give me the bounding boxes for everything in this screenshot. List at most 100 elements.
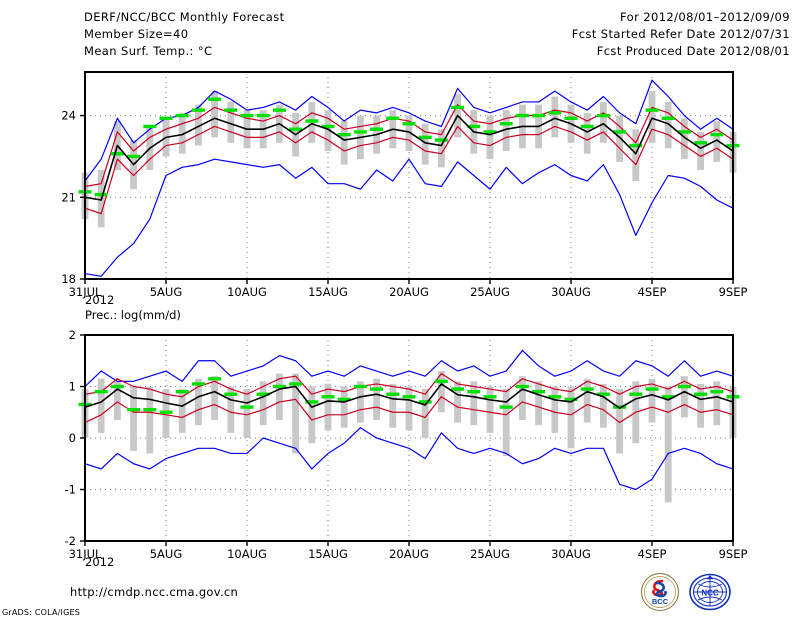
spread-bar xyxy=(616,115,624,162)
spread-bar xyxy=(697,383,705,428)
x-tick-label: 30AUG xyxy=(551,285,591,299)
spread-bar xyxy=(259,381,267,426)
spread-bar xyxy=(227,101,235,143)
spread-bar xyxy=(599,101,607,143)
spread-bar xyxy=(308,386,316,444)
spread-bar xyxy=(470,381,478,426)
forecast-period-label: For 2012/08/01–2012/09/09 xyxy=(620,10,790,24)
spread-bar xyxy=(356,381,364,423)
spread-bar xyxy=(680,118,688,160)
spread-bar xyxy=(664,101,672,149)
grads-credit: GrADS: COLA/IGES xyxy=(2,608,81,617)
spread-bar xyxy=(567,386,575,449)
x-tick-label: 15AUG xyxy=(308,547,348,561)
y-tick-label: -2 xyxy=(65,534,76,548)
x-tick-label: 15AUG xyxy=(308,285,348,299)
series-line xyxy=(84,383,734,409)
website-url[interactable]: http://cmdp.ncc.cma.gov.cn xyxy=(70,585,239,599)
spread-bar xyxy=(502,110,510,151)
spread-bar xyxy=(340,121,348,165)
spread-bar xyxy=(178,112,186,154)
spread-bar xyxy=(437,371,445,413)
x-tick-label: 31JUL xyxy=(69,547,102,561)
spread-bar xyxy=(275,373,283,420)
x-tick-label: 5AUG xyxy=(150,547,183,561)
bottom-axis-year-label: 2012 xyxy=(85,555,115,569)
bcc-logo: BCC xyxy=(640,572,680,616)
series-line xyxy=(84,349,734,387)
y-tick-label: 18 xyxy=(61,272,76,286)
x-tick-label: 9SEP xyxy=(719,285,748,299)
ncc-logo-text: NCC xyxy=(701,589,719,598)
series-line xyxy=(84,427,734,491)
spread-bar xyxy=(616,389,624,454)
spread-bar xyxy=(194,104,202,146)
spread-bar xyxy=(194,378,202,426)
y-tick-label: -1 xyxy=(65,483,76,497)
page-title: DERF/NCC/BCC Monthly Forecast xyxy=(84,10,285,24)
x-tick-label: 4SEP xyxy=(638,547,667,561)
plot-background xyxy=(85,72,733,279)
spread-bar xyxy=(373,378,381,420)
spread-bar xyxy=(437,129,445,168)
spread-bar xyxy=(113,381,121,420)
spread-bar xyxy=(292,373,300,454)
top-chart-variable-label: Mean Surf. Temp.: °C xyxy=(84,44,213,58)
x-tick-label: 25AUG xyxy=(470,547,510,561)
spread-bar xyxy=(421,389,429,438)
series-line xyxy=(84,125,734,215)
spread-bar xyxy=(486,386,494,433)
spread-bar xyxy=(502,389,510,457)
bcc-logo-text: BCC xyxy=(652,597,669,606)
spread-bar xyxy=(551,386,559,433)
spread-bar xyxy=(583,112,591,154)
spread-bar xyxy=(405,115,413,151)
spread-bar xyxy=(680,376,688,418)
spread-bar xyxy=(243,389,251,438)
y-tick-label: 21 xyxy=(61,190,76,204)
spread-bar xyxy=(389,383,397,428)
spread-bar xyxy=(632,129,640,181)
series-line xyxy=(84,373,734,398)
spread-bar xyxy=(713,121,721,162)
spread-bar xyxy=(421,123,429,165)
y-tick-label: 2 xyxy=(69,328,76,342)
spread-bar xyxy=(535,381,543,426)
spread-bar xyxy=(713,381,721,426)
spread-bar xyxy=(486,115,494,160)
spread-bar xyxy=(583,378,591,423)
member-size-label: Member Size=40 xyxy=(84,27,189,41)
x-tick-label: 30AUG xyxy=(551,547,591,561)
spread-bar xyxy=(518,376,526,420)
series-line xyxy=(84,114,734,201)
spread-bar xyxy=(697,131,705,171)
spread-bar xyxy=(405,386,413,431)
y-tick-label: 1 xyxy=(69,380,76,394)
forecast-produced-date-label: Fcst Produced Date 2012/08/01 xyxy=(596,44,790,58)
bottom-chart-variable-label: Prec.: log(mm/d) xyxy=(85,308,181,322)
spread-bar xyxy=(146,386,154,454)
spread-bar xyxy=(178,389,186,433)
x-tick-label: 4SEP xyxy=(638,285,667,299)
x-tick-label: 5AUG xyxy=(150,285,183,299)
series-line xyxy=(84,158,734,277)
top-axis-year-label: 2012 xyxy=(85,293,115,307)
spread-bar xyxy=(211,376,219,420)
spread-bar xyxy=(324,383,332,431)
forecast-start-date-label: Fcst Started Refer Date 2012/07/31 xyxy=(571,27,790,41)
spread-bar xyxy=(454,381,462,423)
x-tick-label: 10AUG xyxy=(227,285,267,299)
spread-bar xyxy=(340,386,348,428)
spread-bar xyxy=(130,386,138,451)
y-tick-label: 0 xyxy=(69,431,76,445)
spread-bar xyxy=(648,91,656,143)
x-tick-label: 20AUG xyxy=(389,285,429,299)
spread-bar xyxy=(664,386,672,503)
spread-bar xyxy=(551,96,559,138)
spread-bar xyxy=(599,383,607,428)
x-tick-label: 25AUG xyxy=(470,285,510,299)
spread-bar xyxy=(324,110,332,151)
spread-bar xyxy=(648,378,656,423)
temperature-chart: 18 21 24 31JUL 5AUG 10AUG 15AUG 20AUG 25AUG 30AUG… xyxy=(61,71,748,299)
